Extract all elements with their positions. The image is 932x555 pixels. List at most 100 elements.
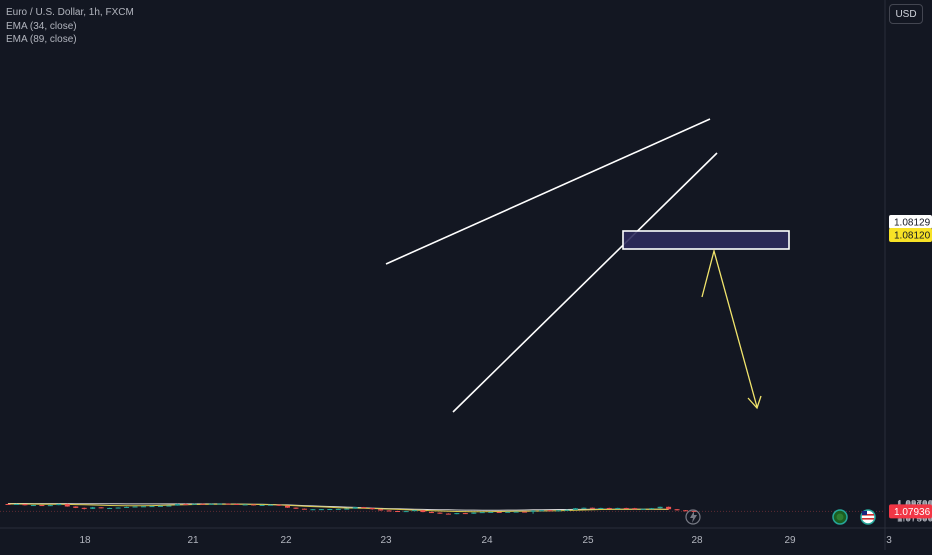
- candle: [47, 504, 53, 507]
- candle-body: [200, 503, 206, 505]
- candle-body: [674, 509, 680, 511]
- candle: [674, 509, 680, 511]
- candle-body: [149, 506, 155, 508]
- candle: [649, 507, 655, 510]
- candle: [251, 504, 257, 506]
- candle-body: [378, 509, 384, 511]
- candle: [39, 504, 45, 507]
- projection-arrow-path[interactable]: [701, 248, 758, 408]
- candle-body: [276, 504, 282, 506]
- candle: [276, 504, 282, 506]
- candle-body: [47, 505, 53, 507]
- candle-body: [395, 510, 401, 512]
- candle: [505, 511, 511, 513]
- candle-body: [301, 508, 307, 510]
- currency-button[interactable]: USD: [889, 4, 923, 24]
- candle: [174, 503, 180, 506]
- candle-body: [555, 510, 561, 512]
- candle-body: [454, 513, 460, 515]
- candle: [73, 506, 79, 509]
- price-label-middle-text: 1.08120: [894, 231, 931, 242]
- candle: [488, 511, 494, 513]
- price-label-last-text: 1.07936: [894, 507, 931, 518]
- candle: [318, 509, 324, 511]
- candle: [149, 505, 155, 508]
- candle: [335, 508, 341, 510]
- candle: [454, 512, 460, 515]
- candle: [572, 507, 578, 511]
- candle-body: [437, 512, 443, 514]
- lower-trendline[interactable]: [452, 152, 718, 413]
- candle: [403, 510, 409, 513]
- candle-body: [208, 503, 214, 505]
- candle: [496, 511, 502, 513]
- candle-body: [98, 507, 104, 509]
- candle: [666, 506, 672, 510]
- us-flag-icon[interactable]: [860, 509, 876, 525]
- candle: [141, 506, 147, 508]
- candle-body: [615, 507, 621, 509]
- candle: [98, 507, 104, 509]
- eu-flag-icon[interactable]: [832, 509, 848, 525]
- candle-body: [572, 508, 578, 510]
- candle: [81, 507, 87, 510]
- candle: [522, 511, 528, 513]
- candle-body: [327, 509, 333, 511]
- projection-arrowhead: [747, 395, 762, 410]
- candle-body: [183, 504, 189, 506]
- x-tick-label: 3: [886, 535, 892, 546]
- candle: [555, 510, 561, 512]
- candle: [420, 510, 426, 513]
- candle-body: [115, 507, 121, 509]
- candle: [547, 510, 553, 512]
- candle: [310, 509, 316, 511]
- indicator-ema89[interactable]: EMA (89, close): [6, 34, 77, 45]
- candle: [352, 506, 358, 509]
- candle: [344, 508, 350, 510]
- candle-body: [166, 505, 172, 507]
- candle-body: [335, 508, 341, 510]
- candle-body: [530, 510, 536, 512]
- symbol-title[interactable]: Euro / U.S. Dollar, 1h, FXCM: [6, 7, 134, 18]
- candle: [378, 509, 384, 511]
- candle-body: [310, 509, 316, 511]
- candle-body: [157, 505, 163, 507]
- lightning-icon[interactable]: [685, 509, 701, 525]
- candle: [107, 507, 113, 509]
- candle-body: [496, 511, 502, 513]
- resistance-zone[interactable]: [622, 230, 790, 250]
- candle-body: [361, 507, 367, 509]
- candle-body: [462, 513, 468, 515]
- candle-body: [141, 506, 147, 508]
- candle-body: [386, 510, 392, 512]
- candle: [124, 506, 130, 508]
- candle: [268, 504, 274, 506]
- y-tick-label: 1.07300: [897, 514, 932, 525]
- candle: [589, 507, 595, 509]
- candle-body: [81, 507, 87, 509]
- candle: [386, 510, 392, 512]
- x-tick-label: 18: [79, 535, 91, 546]
- candle-body: [268, 504, 274, 506]
- candle-body: [174, 504, 180, 506]
- candle: [632, 507, 638, 510]
- candle: [598, 507, 604, 509]
- indicator-ema34[interactable]: EMA (34, close): [6, 20, 77, 32]
- candle: [30, 504, 36, 507]
- candle-body: [352, 507, 358, 509]
- upper-trendline[interactable]: [385, 118, 711, 265]
- candle-body: [445, 513, 451, 515]
- candle: [361, 506, 367, 509]
- candle: [22, 503, 28, 506]
- candle: [479, 511, 485, 514]
- candle-body: [191, 503, 197, 505]
- candle: [462, 512, 468, 515]
- candle-body: [649, 508, 655, 510]
- candle: [606, 507, 612, 509]
- candle: [166, 505, 172, 507]
- candle-body: [5, 503, 11, 505]
- candle: [208, 503, 214, 505]
- candle-body: [56, 503, 62, 506]
